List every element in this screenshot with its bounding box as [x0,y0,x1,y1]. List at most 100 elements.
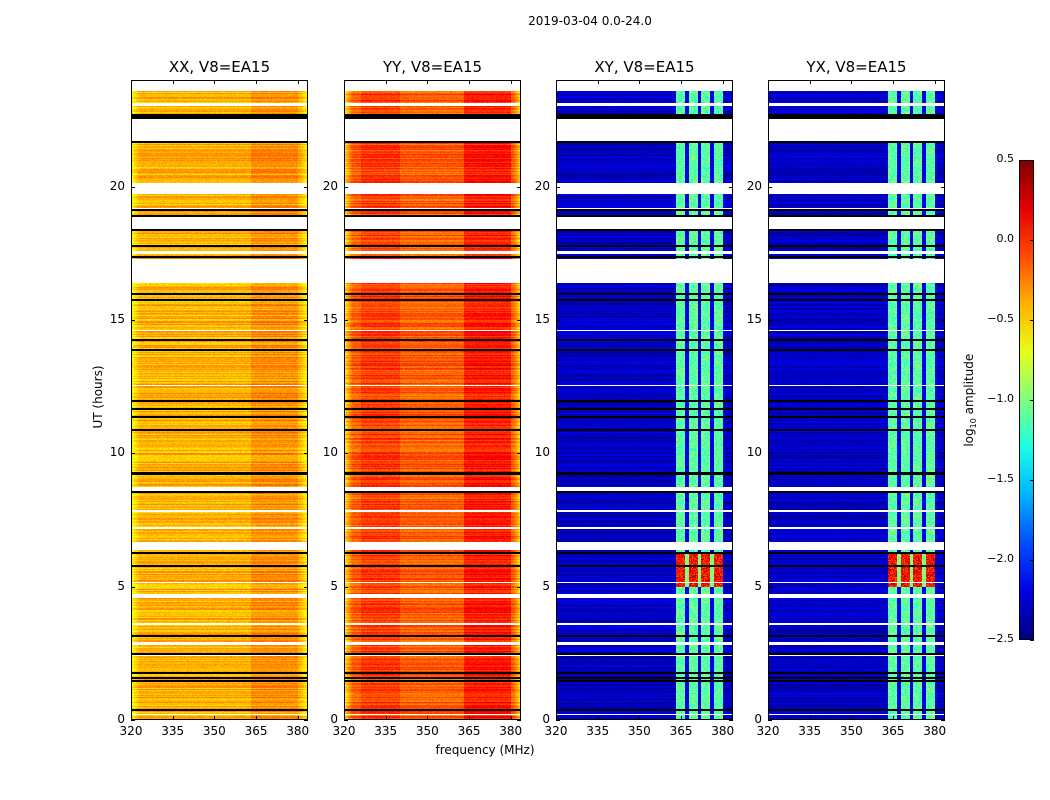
panel-yx: YX, V8=EA15 320 335 350 365 380 0 5 10 15 20 [747,58,946,738]
y-tick-label: 20 [746,178,762,193]
colorbar-tick-label: −2.0 [987,552,1014,565]
y-tick-label: 20 [534,178,550,193]
x-tick [809,80,811,84]
y-tick-label: 10 [322,445,338,460]
y-tick [556,453,560,455]
x-tick [214,716,216,720]
x-tick-label: 350 [202,724,226,738]
x-axis-label: frequency (MHz) [435,743,535,757]
y-tick [556,186,560,188]
y-tick [941,320,945,321]
x-tick [597,716,599,720]
x-tick [214,80,216,84]
colorbar-tick-label: −1.5 [987,472,1014,485]
x-tick-label: 335 [586,724,610,738]
y-tick [941,586,945,588]
y-tick-label: 10 [109,445,125,460]
x-tick-label: 335 [798,724,822,738]
y-tick [304,453,308,455]
x-tick [469,80,471,84]
x-tick [510,80,512,84]
x-tick-label: 365 [881,724,905,738]
colorbar-tick-label: 0.5 [996,152,1015,165]
y-tick-label: 10 [534,445,550,460]
x-tick [172,80,174,84]
y-tick [941,186,945,188]
x-tick-label: 365 [244,724,268,738]
x-tick [722,716,724,720]
x-tick [427,80,429,84]
heatmap-image [768,80,945,720]
heatmap-image [556,80,733,720]
x-tick [385,80,387,84]
y-tick-label: 15 [322,312,338,326]
axes-frame [556,80,733,720]
x-tick-label: 335 [374,724,398,738]
x-tick-label: 365 [669,724,693,738]
x-tick [681,80,683,84]
panel-title: YY, V8=EA15 [382,58,483,76]
x-tick-label: 380 [286,724,310,738]
y-tick [517,320,521,321]
panel-xy: XY, V8=EA15 320 335 350 365 380 0 5 10 15 20 [535,58,734,738]
y-tick [729,586,733,588]
colorbar-tick [1030,560,1034,561]
y-tick [941,720,945,721]
panel-xx: XX, V8=EA15 320 335 350 365 380 0 5 10 15 20 [110,58,309,738]
x-tick [851,80,853,84]
axes-frame [768,80,945,720]
x-tick-label: 380 [923,724,947,738]
colorbar-label: log10 amplitude [961,353,979,447]
y-tick [131,720,135,721]
x-tick [934,80,936,84]
y-axis-label: UT (hours) [91,365,105,429]
x-tick [256,80,258,84]
x-tick-label: 365 [457,724,481,738]
x-tick-label: 350 [415,724,439,738]
colorbar-tick-label: −0.5 [987,312,1014,325]
y-tick-label: 0 [330,712,338,726]
y-tick [344,186,348,188]
y-tick-label: 15 [746,312,762,326]
x-tick-label: 320 [332,724,356,738]
x-tick [851,716,853,720]
colorbar-tick [1030,640,1034,641]
y-tick [517,186,521,188]
y-tick [729,320,733,321]
x-tick-label: 350 [627,724,651,738]
colorbar-tick-label: −2.5 [987,632,1014,645]
heatmap-image [344,80,521,720]
y-tick-label: 20 [322,178,338,193]
y-tick [131,186,135,188]
x-tick-label: 335 [161,724,185,738]
colorbar-tick-label: 0.0 [996,232,1015,245]
y-tick [729,720,733,721]
y-tick [517,453,521,455]
colorbar-tick [1030,480,1034,481]
panel-title: XX, V8=EA15 [168,58,271,76]
axes-frame [131,80,308,720]
y-tick [517,586,521,588]
x-tick [172,716,174,720]
y-tick-label: 5 [754,578,762,593]
x-tick [427,716,429,720]
heatmap-image [131,80,308,720]
y-tick-label: 0 [754,712,762,726]
y-tick [729,186,733,188]
x-tick-label: 380 [499,724,523,738]
y-tick [729,453,733,455]
y-tick-label: 10 [746,445,762,460]
panel-yy: YY, V8=EA15 320 335 350 365 380 0 5 10 15 20 [323,58,522,738]
x-tick [131,80,132,84]
x-tick-label: 320 [544,724,568,738]
x-tick [768,716,769,720]
y-tick [304,586,308,588]
y-tick [768,720,772,721]
panel-title: YX, V8=EA15 [806,58,907,76]
x-tick [893,716,895,720]
y-tick-label: 15 [109,312,125,326]
x-tick [934,716,936,720]
x-tick [297,80,299,84]
axes-frame [344,80,521,720]
